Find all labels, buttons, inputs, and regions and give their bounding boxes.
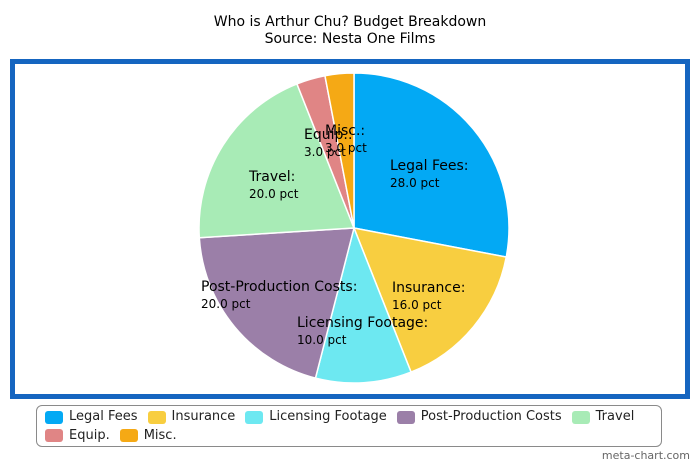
pie-slice-insurance bbox=[352, 227, 508, 374]
legend-item-travel[interactable]: Travel bbox=[571, 409, 635, 425]
legend-item-legal-fees[interactable]: Legal Fees bbox=[45, 409, 138, 425]
chart-subtitle: Source: Nesta One Films bbox=[264, 31, 436, 47]
slice-value-misc: 3.0 pct bbox=[325, 141, 367, 155]
pie-slice-travel bbox=[198, 82, 356, 239]
legend-item-misc[interactable]: Misc. bbox=[119, 427, 177, 444]
legend-label: Travel bbox=[595, 409, 635, 424]
chart-legend: Legal Fees Insurance Licensing Footage Post… bbox=[36, 405, 662, 447]
slice-label-equip: Equip.: bbox=[304, 127, 353, 143]
legend-label: Licensing Footage bbox=[269, 409, 387, 424]
slice-value-equip: 3.0 pct bbox=[304, 145, 346, 159]
legend-item-licensing-footage[interactable]: Licensing Footage bbox=[245, 409, 387, 425]
legend-swatch bbox=[245, 410, 264, 424]
pie-slices bbox=[198, 72, 510, 384]
legend-label: Equip. bbox=[69, 427, 110, 443]
slice-label-licensing-footage: Licensing Footage: bbox=[297, 315, 428, 331]
pie-slice-licensing-footage bbox=[314, 225, 413, 384]
legend-swatch bbox=[45, 410, 63, 424]
slice-label-misc: Misc.: bbox=[325, 123, 365, 139]
legend-label: Insurance bbox=[171, 409, 236, 424]
chart-title-block: Who is Arthur Chu? Budget Breakdown Sour… bbox=[0, 14, 700, 48]
slice-value-post-production-costs: 20.0 pct bbox=[201, 297, 251, 311]
pie-slice-post-production-costs bbox=[198, 227, 355, 380]
slice-value-travel: 20.0 pct bbox=[249, 187, 299, 201]
chart-title: Who is Arthur Chu? Budget Breakdown bbox=[213, 14, 487, 30]
legend-item-post-production-costs[interactable]: Post-Production Costs bbox=[396, 409, 562, 425]
legend-item-equip[interactable]: Equip. bbox=[45, 428, 110, 444]
plot-frame: Legal Fees: 28.0 pct Insurance: 16.0 pct Lic… bbox=[10, 59, 690, 399]
legend-swatch bbox=[45, 429, 63, 442]
slice-label-post-production-costs: Post-Production Costs: bbox=[201, 279, 357, 295]
legend-label: Post-Production Costs bbox=[420, 409, 562, 424]
pie-slice-misc bbox=[324, 72, 355, 229]
legend-item-insurance[interactable]: Insurance bbox=[147, 409, 236, 425]
pie-labels: Legal Fees: 28.0 pct Insurance: 16.0 pct Lic… bbox=[201, 123, 469, 347]
legend-swatch bbox=[119, 429, 138, 442]
slice-label-legal-fees: Legal Fees: bbox=[390, 158, 469, 174]
pie-slice-legal-fees bbox=[353, 72, 510, 258]
legend-swatch bbox=[396, 410, 415, 424]
legend-swatch bbox=[571, 410, 590, 424]
slice-label-travel: Travel: bbox=[248, 169, 295, 185]
slice-value-insurance: 16.0 pct bbox=[392, 298, 442, 312]
pie-chart: Legal Fees: 28.0 pct Insurance: 16.0 pct Lic… bbox=[198, 72, 510, 384]
slice-label-insurance: Insurance: bbox=[392, 280, 465, 296]
legend-label: Legal Fees bbox=[69, 409, 138, 424]
credit-text: meta-chart.com bbox=[601, 449, 690, 462]
slice-value-licensing-footage: 10.0 pct bbox=[297, 333, 347, 347]
legend-swatch bbox=[147, 410, 166, 424]
slice-value-legal-fees: 28.0 pct bbox=[390, 176, 440, 190]
legend-label: Misc. bbox=[143, 427, 177, 443]
